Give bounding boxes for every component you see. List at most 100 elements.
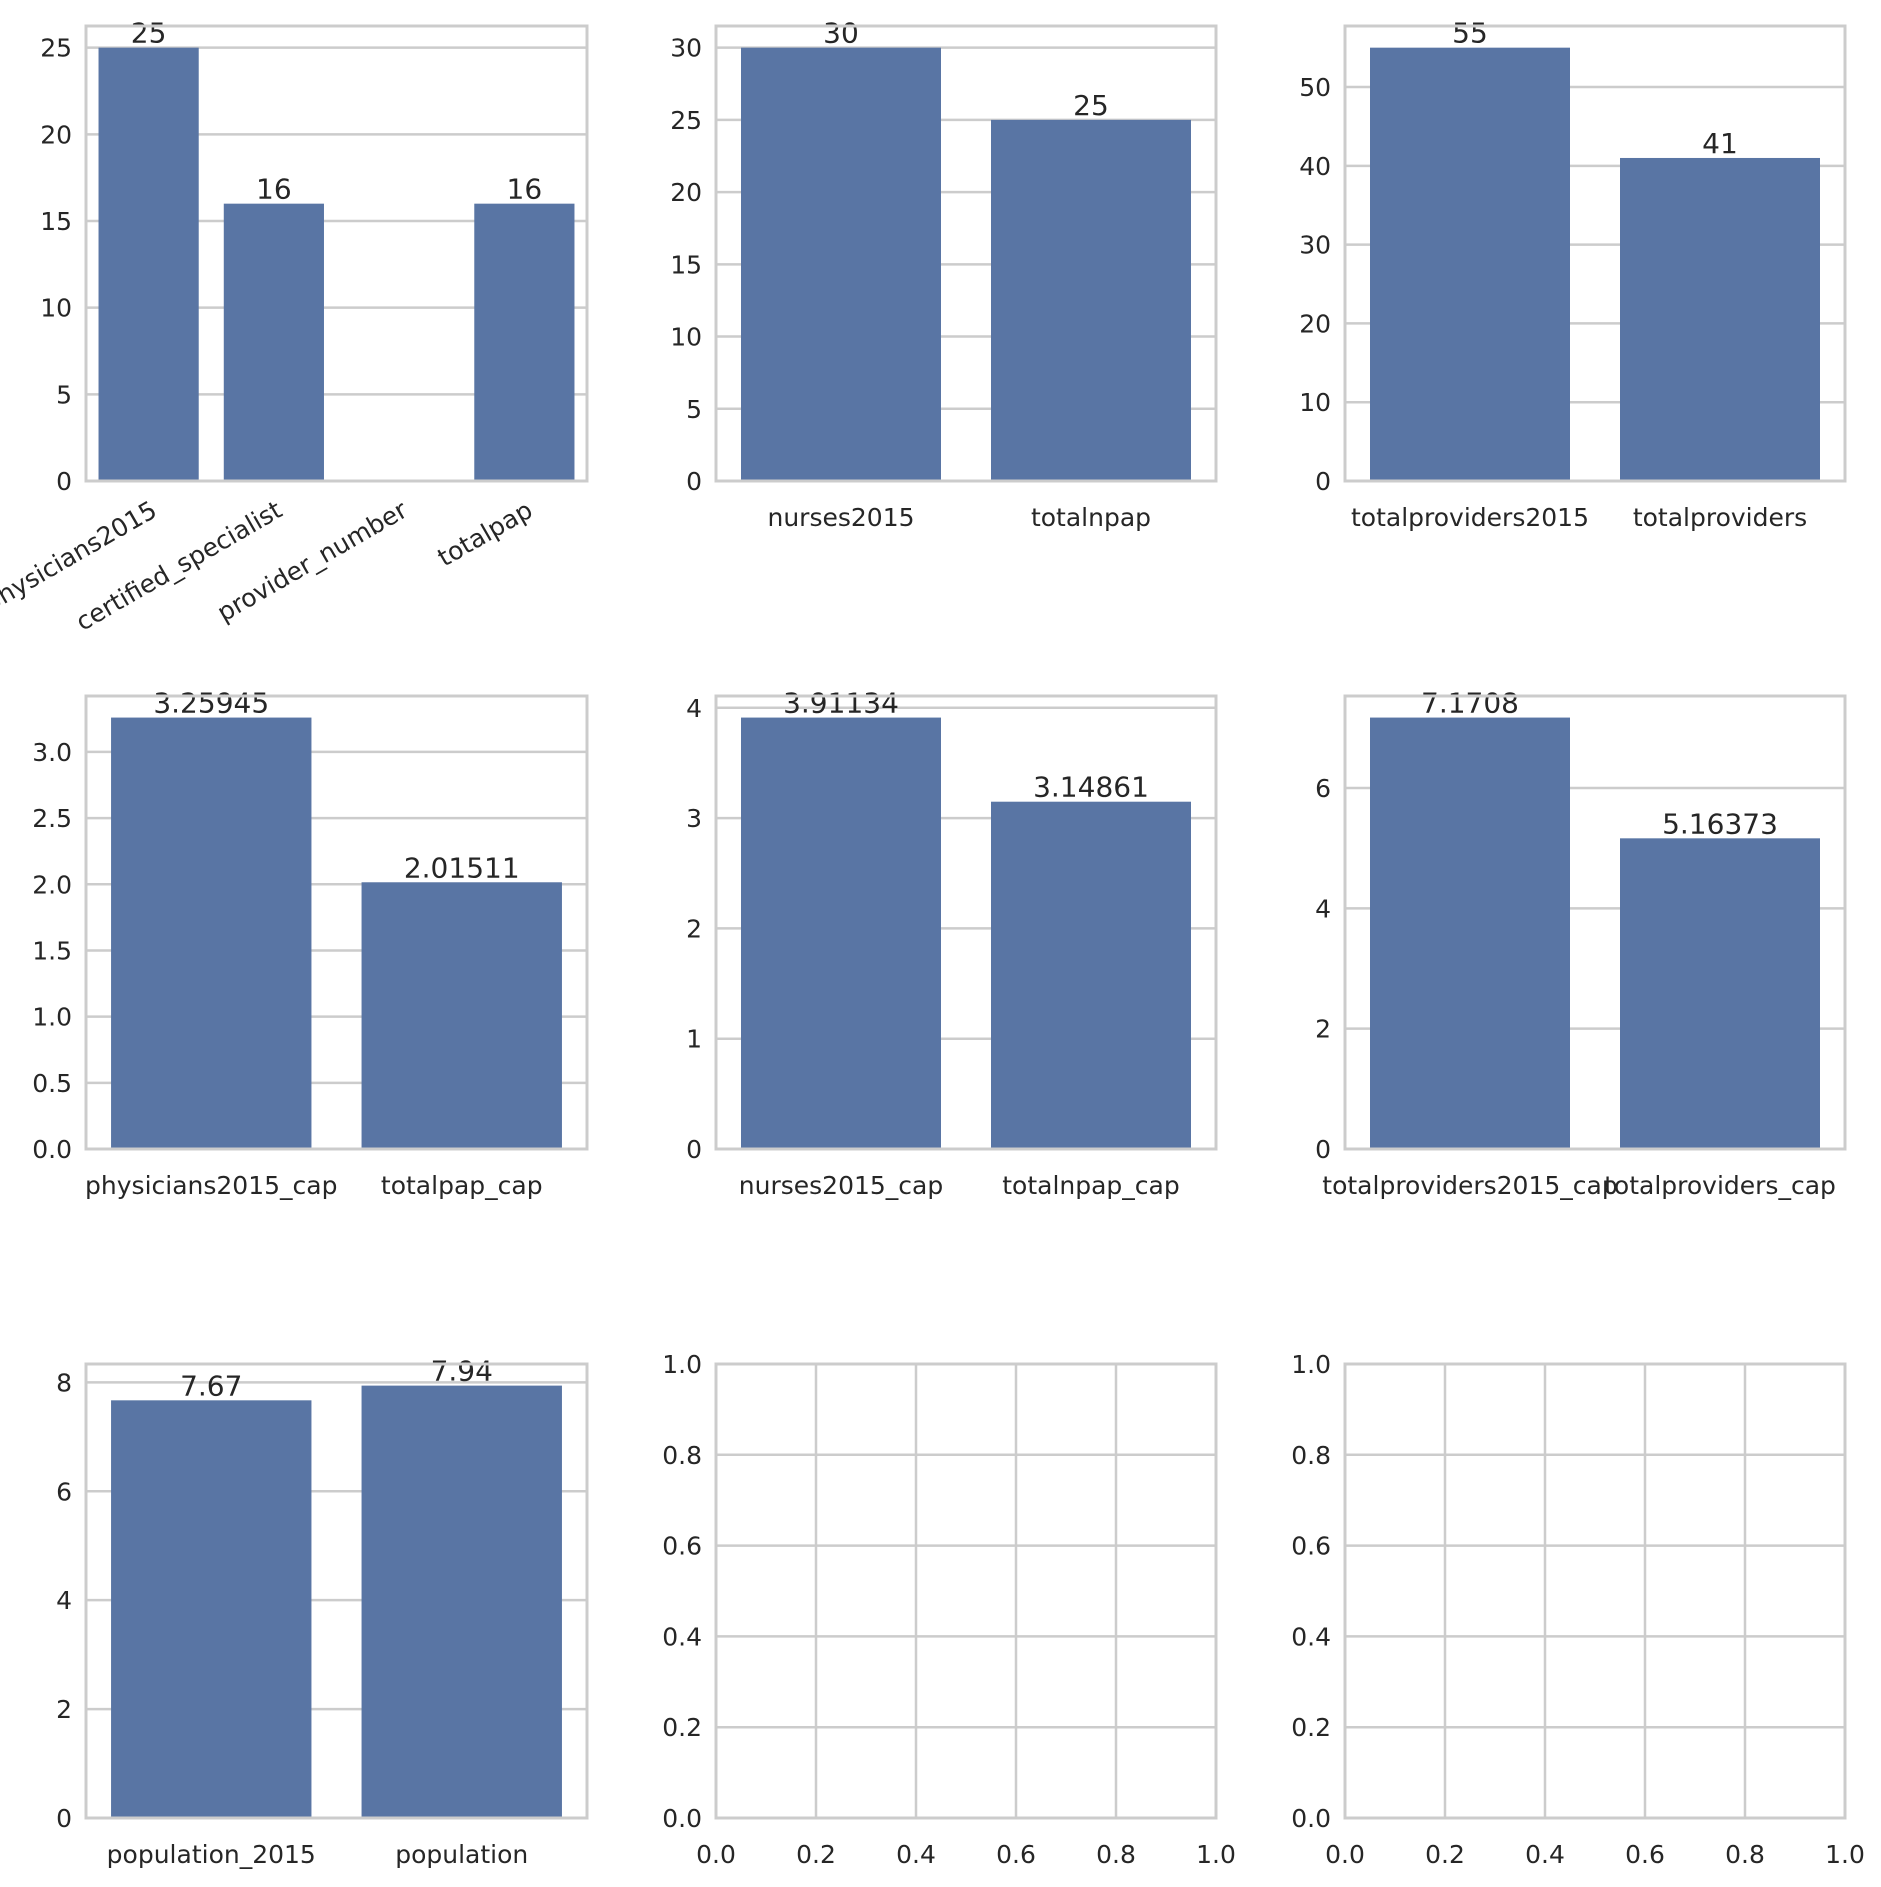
ytick-label: 1.0 (1291, 1350, 1331, 1379)
ytick-label: 3.0 (32, 738, 72, 767)
ytick-label: 6 (56, 1477, 72, 1506)
subplot-2: 0 5 10 15 20 25 30 30 nurses2015 25 totalnpap (670, 17, 1218, 532)
ytick-label: 0.2 (1291, 1713, 1331, 1742)
bar (361, 882, 562, 1149)
ytick-label: 0 (1315, 467, 1331, 496)
axes-frame (714, 24, 1218, 483)
ytick-label: 2 (686, 914, 702, 943)
subplot-8: 0.0 0.2 0.4 0.6 0.8 1.0 0.0 0.2 0.4 0.6 0.8 1.0 (662, 1350, 1236, 1869)
xtick-label: totalnpap_cap (1002, 1171, 1180, 1200)
ytick-label: 4 (56, 1586, 72, 1615)
xtick-label: totalnpap (1031, 503, 1151, 532)
ytick-label: 20 (670, 178, 702, 207)
bar-value-label: 25 (1073, 89, 1109, 122)
ytick-label: 2 (1315, 1015, 1331, 1044)
ytick-label: 0.5 (32, 1069, 72, 1098)
ytick-label: 10 (40, 294, 72, 323)
xtick-label: totalproviders (1633, 503, 1807, 532)
ytick-label: 20 (40, 120, 72, 149)
ytick-label: 0 (56, 1804, 72, 1833)
axes-frame (84, 24, 589, 483)
bar (741, 717, 941, 1149)
xtick-label: totalproviders2015_cap (1322, 1171, 1617, 1200)
xtick-label: population (395, 1840, 528, 1869)
ytick-label: 0.4 (1291, 1622, 1331, 1651)
ytick-label: 5 (56, 380, 72, 409)
xtick-label: population_2015 (107, 1840, 316, 1869)
bar-value-label: 3.91134 (783, 687, 899, 720)
subplot-3: 0 10 20 30 40 50 55 totalproviders2015 41 totalpr… (1299, 17, 1847, 532)
xtick-label: 0.0 (1325, 1840, 1365, 1869)
xtick-label: 0.8 (1096, 1840, 1136, 1869)
bar-value-label: 5.16373 (1662, 807, 1778, 840)
ytick-label: 0.6 (662, 1532, 702, 1561)
xtick-label: 0.2 (796, 1840, 836, 1869)
bar (991, 801, 1191, 1149)
axes-frame (1343, 24, 1847, 483)
ytick-label: 0 (686, 467, 702, 496)
ytick-label: 1 (686, 1025, 702, 1054)
ytick-label: 5 (686, 395, 702, 424)
xtick-label: 0.0 (696, 1840, 736, 1869)
bar (1370, 47, 1570, 482)
axes-frame (1343, 694, 1847, 1151)
bar-value-label: 25 (131, 17, 167, 50)
ytick-label: 50 (1299, 73, 1331, 102)
ytick-label: 20 (1299, 309, 1331, 338)
axes-frame (714, 1362, 1218, 1820)
ytick-label: 30 (670, 34, 702, 63)
subplot-9: 0.0 0.2 0.4 0.6 0.8 1.0 0.0 0.2 0.4 0.6 0.8 1.0 (1291, 1350, 1865, 1869)
xtick-label: 0.4 (896, 1840, 936, 1869)
xtick-label: 0.6 (1625, 1840, 1665, 1869)
xtick-label: totalproviders2015 (1351, 503, 1589, 532)
xtick-label: certified_specialist (71, 495, 287, 637)
bar (1620, 157, 1820, 481)
bar (111, 717, 312, 1149)
bar-value-label: 55 (1452, 17, 1488, 50)
ytick-label: 0.2 (662, 1713, 702, 1742)
ytick-label: 2.0 (32, 870, 72, 899)
ytick-label: 4 (686, 694, 702, 723)
bar-value-label: 30 (823, 17, 859, 50)
xtick-label: 0.8 (1725, 1840, 1765, 1869)
xtick-label: 1.0 (1825, 1840, 1865, 1869)
xtick-label: 0.6 (996, 1840, 1036, 1869)
ytick-label: 10 (670, 323, 702, 352)
ytick-label: 0.6 (1291, 1532, 1331, 1561)
ytick-label: 2.5 (32, 804, 72, 833)
bar-value-label: 7.67 (180, 1369, 242, 1402)
subplot-5: 0 1 2 3 4 3.91134 nurses2015_cap 3.14861 totalnp… (686, 687, 1218, 1200)
ytick-label: 30 (1299, 231, 1331, 260)
bar (991, 119, 1191, 481)
bar-value-label: 41 (1702, 127, 1738, 160)
bar-value-label: 2.01511 (404, 851, 520, 884)
xtick-label: totalpap (433, 495, 538, 572)
xtick-label: totalproviders_cap (1604, 1171, 1836, 1200)
ytick-label: 25 (670, 106, 702, 135)
ytick-label: 1.0 (32, 1003, 72, 1032)
bar (223, 203, 324, 481)
ytick-label: 0.0 (32, 1135, 72, 1164)
ytick-label: 0 (686, 1135, 702, 1164)
ytick-label: 25 (40, 34, 72, 63)
axes-frame (84, 1362, 589, 1820)
ytick-label: 0.4 (662, 1622, 702, 1651)
xtick-label: totalpap_cap (381, 1171, 543, 1200)
bar (741, 47, 941, 482)
xtick-label: 0.2 (1425, 1840, 1465, 1869)
xtick-label: 0.4 (1525, 1840, 1565, 1869)
bar-value-label: 3.14861 (1033, 771, 1149, 804)
ytick-label: 0.0 (662, 1804, 702, 1833)
xtick-label: 1.0 (1196, 1840, 1236, 1869)
axes-frame (84, 694, 589, 1151)
bar-value-label: 7.1708 (1421, 687, 1519, 720)
bar-value-label: 7.94 (431, 1355, 493, 1388)
subplot-6: 0 2 4 6 7.1708 totalproviders2015_cap 5.16373 t… (1315, 687, 1847, 1200)
subplot-4: 0.0 0.5 1.0 1.5 2.0 2.5 3.0 3.25945 physicians20… (32, 687, 589, 1200)
ytick-label: 6 (1315, 774, 1331, 803)
ytick-label: 2 (56, 1695, 72, 1724)
ytick-label: 0.8 (1291, 1441, 1331, 1470)
bar (111, 1400, 312, 1818)
ytick-label: 15 (40, 207, 72, 236)
